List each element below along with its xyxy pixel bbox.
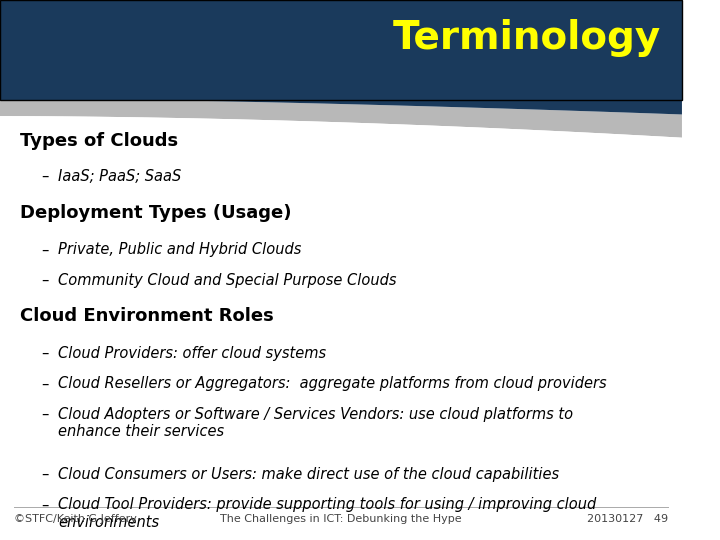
- Text: –: –: [42, 497, 49, 512]
- Text: Types of Clouds: Types of Clouds: [20, 132, 179, 150]
- Text: Private, Public and Hybrid Clouds: Private, Public and Hybrid Clouds: [58, 242, 302, 258]
- Text: –: –: [42, 407, 49, 422]
- FancyBboxPatch shape: [0, 0, 682, 100]
- Text: –: –: [42, 273, 49, 288]
- Text: Cloud Consumers or Users: make direct use of the cloud capabilities: Cloud Consumers or Users: make direct us…: [58, 467, 559, 482]
- Text: –: –: [42, 346, 49, 361]
- Text: The Challenges in ICT: Debunking the Hype: The Challenges in ICT: Debunking the Hyp…: [220, 515, 462, 524]
- Polygon shape: [0, 98, 682, 114]
- Text: –: –: [42, 376, 49, 392]
- Text: Deployment Types (Usage): Deployment Types (Usage): [20, 204, 292, 221]
- Text: ©STFC/Keith G Jeffery: ©STFC/Keith G Jeffery: [14, 515, 137, 524]
- Polygon shape: [0, 98, 682, 138]
- Text: Cloud Resellers or Aggregators:  aggregate platforms from cloud providers: Cloud Resellers or Aggregators: aggregat…: [58, 376, 606, 392]
- Text: –: –: [42, 169, 49, 184]
- Text: –: –: [42, 467, 49, 482]
- Text: IaaS; PaaS; SaaS: IaaS; PaaS; SaaS: [58, 169, 181, 184]
- Text: –: –: [42, 242, 49, 258]
- Text: 20130127   49: 20130127 49: [588, 515, 668, 524]
- Text: Terminology: Terminology: [393, 19, 662, 57]
- Text: Community Cloud and Special Purpose Clouds: Community Cloud and Special Purpose Clou…: [58, 273, 397, 288]
- Polygon shape: [0, 116, 682, 540]
- Text: Cloud Environment Roles: Cloud Environment Roles: [20, 307, 274, 325]
- Text: Cloud Adopters or Software / Services Vendors: use cloud platforms to
enhance th: Cloud Adopters or Software / Services Ve…: [58, 407, 573, 439]
- Text: Cloud Tool Providers: provide supporting tools for using / improving cloud
envir: Cloud Tool Providers: provide supporting…: [58, 497, 596, 530]
- Text: Cloud Providers: offer cloud systems: Cloud Providers: offer cloud systems: [58, 346, 326, 361]
